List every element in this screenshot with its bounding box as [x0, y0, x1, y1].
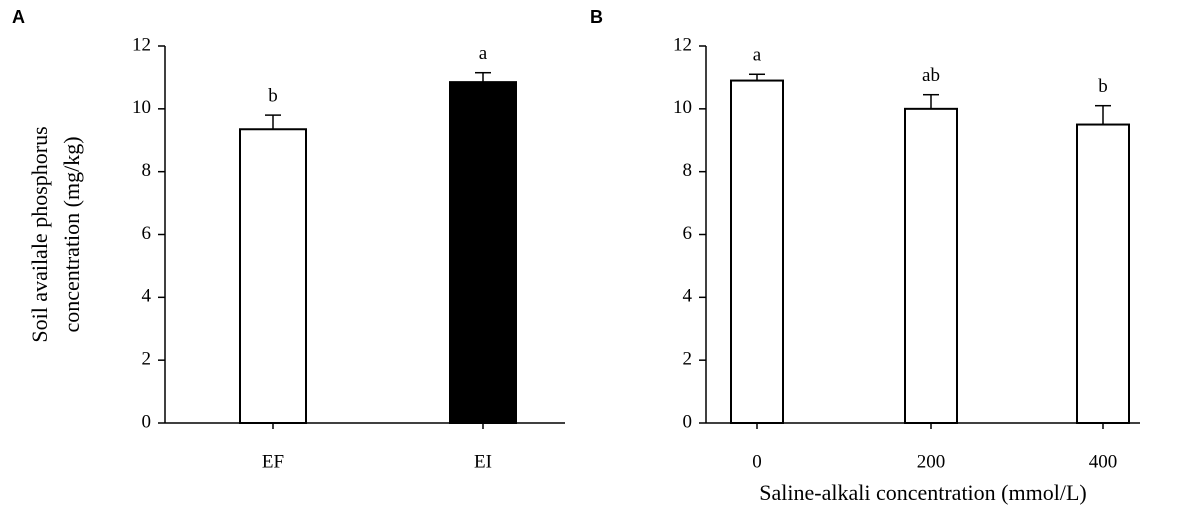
y-tick-label: 8	[142, 160, 152, 181]
y-tick-label: 12	[673, 34, 692, 55]
significance-letter: ab	[922, 65, 940, 86]
bar	[239, 128, 307, 424]
y-tick-label: 2	[142, 349, 152, 370]
x-tick-label: 200	[917, 451, 946, 472]
y-tick-label: 8	[683, 160, 693, 181]
bar	[730, 79, 784, 425]
y-axis-title: concentration (mg/kg)	[59, 136, 84, 332]
significance-letter: a	[479, 43, 488, 64]
error-bar	[923, 93, 939, 109]
y-tick-label: 0	[142, 411, 152, 432]
x-tick-label: EI	[474, 451, 492, 472]
x-tick-label: EF	[262, 451, 284, 472]
significance-letter: a	[753, 45, 762, 66]
error-bar	[749, 73, 765, 81]
y-tick-label: 12	[132, 34, 151, 55]
panel-label: A	[12, 7, 25, 27]
bar	[1076, 123, 1130, 425]
panel-label: B	[590, 7, 603, 27]
y-tick-label: 4	[683, 286, 693, 307]
significance-letter: b	[1098, 76, 1108, 97]
error-bar	[1095, 104, 1111, 125]
y-tick-label: 10	[673, 97, 692, 118]
x-tick-label: 0	[752, 451, 762, 472]
y-tick-label: 10	[132, 97, 151, 118]
y-tick-label: 0	[683, 411, 693, 432]
bar	[449, 81, 517, 424]
x-tick-label: 400	[1089, 451, 1118, 472]
y-tick-label: 2	[683, 349, 693, 370]
y-tick-label: 6	[683, 223, 693, 244]
x-axis-title: Saline-alkali concentration (mmol/L)	[759, 480, 1086, 505]
y-axis-title: Soil availale phosphorus	[27, 126, 52, 342]
error-bar	[265, 114, 281, 130]
y-tick-label: 6	[142, 223, 152, 244]
significance-letter: b	[268, 85, 278, 106]
bar	[904, 107, 958, 424]
y-tick-label: 4	[142, 286, 152, 307]
error-bar	[475, 71, 491, 83]
